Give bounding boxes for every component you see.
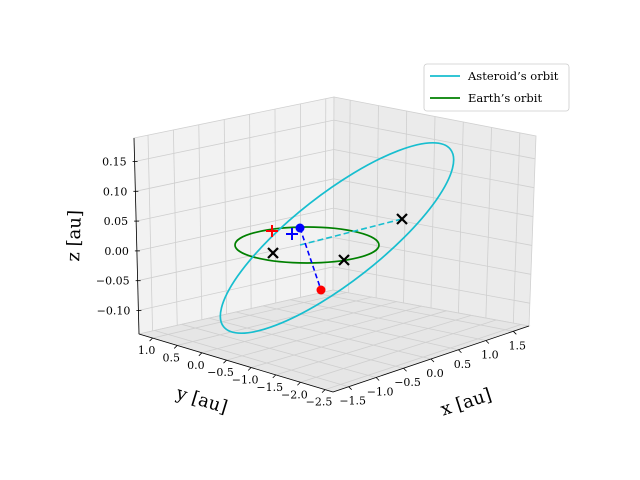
y-gridline bbox=[324, 98, 327, 292]
x-tick-mark bbox=[430, 358, 435, 363]
y-gridline bbox=[249, 114, 252, 309]
cross-marker-left bbox=[267, 247, 279, 259]
z-tick-label: −0.10 bbox=[97, 304, 131, 317]
y-axis-label: y [au] bbox=[173, 383, 230, 419]
earth-orbit bbox=[234, 226, 380, 264]
x-gridline bbox=[485, 127, 492, 319]
legend-box bbox=[423, 63, 570, 112]
x-tick-mark bbox=[348, 386, 352, 391]
x-tick-label: 0.0 bbox=[426, 367, 444, 380]
z-gridline bbox=[138, 266, 530, 311]
z-gridline bbox=[136, 207, 533, 252]
y-gridline bbox=[274, 109, 277, 303]
x-gridline bbox=[375, 105, 379, 298]
z-tick-label: 0.15 bbox=[102, 156, 127, 169]
x-tick-mark bbox=[375, 377, 380, 381]
grid-lines bbox=[134, 98, 536, 391]
y-tick-label: 1.0 bbox=[138, 344, 156, 357]
x-tick-label: 1.0 bbox=[481, 349, 499, 362]
red-dot-marker bbox=[316, 285, 326, 295]
y-tick-mark bbox=[149, 337, 153, 342]
x-tick-mark bbox=[513, 330, 517, 335]
z-axis-line bbox=[133, 137, 140, 335]
x-gridline bbox=[348, 100, 351, 293]
z-tick-label: 0.00 bbox=[104, 245, 129, 258]
x-floor-gridline bbox=[317, 293, 514, 332]
x-gridline bbox=[512, 132, 521, 324]
legend-label-asteroid: Asteroid’s orbit bbox=[467, 69, 559, 83]
connector-dashed-blue bbox=[299, 227, 322, 291]
z-gridline bbox=[136, 178, 534, 222]
x-axis-label: x [au] bbox=[438, 384, 494, 420]
y-tick-mark bbox=[198, 352, 203, 357]
x-tick-mark bbox=[403, 367, 407, 372]
y-tick-mark bbox=[321, 389, 326, 393]
x-tick-label: −0.5 bbox=[394, 376, 421, 389]
x-gridline bbox=[403, 111, 408, 303]
x-gridline bbox=[430, 116, 436, 309]
y-tick-mark bbox=[297, 381, 301, 386]
x-tick-mark bbox=[458, 349, 462, 354]
y-tick-label: −1.5 bbox=[256, 381, 283, 394]
red-plus-marker bbox=[266, 225, 278, 237]
x-tick-mark bbox=[485, 340, 490, 344]
z-tick-label: 0.10 bbox=[103, 185, 128, 198]
legend: Asteroid’s orbit Earth’s orbit bbox=[423, 63, 570, 112]
y-gridline bbox=[198, 124, 203, 320]
cross-marker-right bbox=[338, 254, 350, 266]
z-axis-label: z [au] bbox=[63, 210, 86, 262]
y-tick-mark bbox=[173, 345, 178, 349]
legend-label-earth: Earth’s orbit bbox=[468, 91, 542, 105]
y-tick-label: −2.0 bbox=[281, 388, 308, 401]
x-tick-label: −1.0 bbox=[367, 385, 394, 398]
y-gridline bbox=[147, 135, 153, 331]
data-layer bbox=[219, 141, 455, 335]
y-tick-mark bbox=[247, 367, 252, 371]
y-tick-label: −0.5 bbox=[207, 366, 234, 379]
x-floor-gridline bbox=[154, 330, 349, 388]
y-tick-label: 0.5 bbox=[162, 351, 180, 364]
blue-dot-marker bbox=[295, 223, 305, 233]
z-gridline bbox=[135, 149, 535, 192]
y-gridline bbox=[173, 129, 178, 326]
x-floor-gridline bbox=[235, 311, 432, 360]
blue-plus-marker bbox=[286, 228, 298, 240]
y-tick-label: 0.0 bbox=[187, 359, 205, 372]
cross-marker-top bbox=[396, 213, 408, 225]
y-gridline bbox=[223, 119, 227, 315]
x-tick-label: 0.5 bbox=[454, 358, 472, 371]
x-floor-gridline bbox=[290, 299, 486, 341]
z-tick-label: −0.05 bbox=[96, 275, 130, 288]
x-floor-gridline bbox=[208, 317, 404, 369]
z-tick-label: 0.05 bbox=[104, 215, 129, 228]
x-tick-label: −1.5 bbox=[339, 395, 366, 408]
y-tick-label: −2.5 bbox=[306, 396, 333, 409]
x-gridline bbox=[458, 121, 464, 314]
z-gridline bbox=[137, 237, 531, 282]
asteroid-orbit bbox=[219, 141, 455, 335]
y-tick-mark bbox=[272, 374, 277, 379]
x-floor-gridline bbox=[181, 323, 377, 378]
x-tick-label: 1.5 bbox=[509, 339, 527, 352]
axis-ticks: 0.150.100.050.00−0.05−0.101.00.50.0−0.5−… bbox=[96, 156, 526, 409]
x-floor-gridline bbox=[263, 305, 459, 351]
z-gridline bbox=[134, 119, 536, 162]
y-axis-line bbox=[138, 333, 334, 393]
y-tick-label: −1.0 bbox=[232, 374, 259, 387]
y-tick-mark bbox=[223, 359, 227, 364]
axis-panes bbox=[133, 96, 537, 393]
